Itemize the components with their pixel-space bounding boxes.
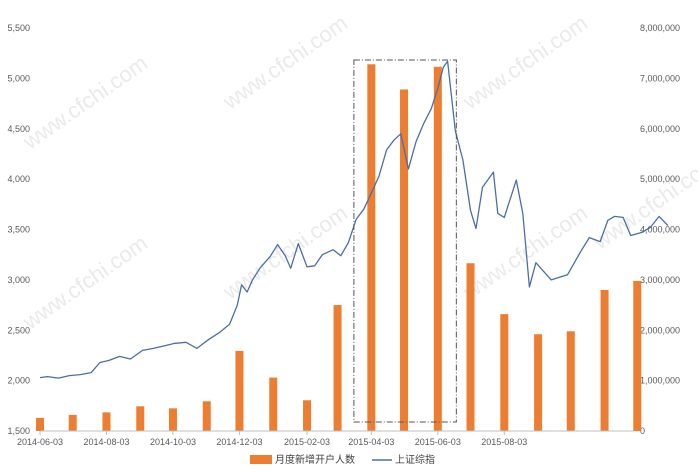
bar <box>400 89 409 432</box>
right-tick-label: 0 <box>640 426 645 436</box>
legend-line-label: 上证综指 <box>395 453 435 466</box>
x-tick-label: 2015-08-03 <box>481 437 527 447</box>
legend-bar-label: 月度新增开户人数 <box>275 453 355 466</box>
bar <box>202 401 211 431</box>
bar <box>566 331 575 431</box>
bar <box>36 417 44 431</box>
right-tick-label: 7,000,000 <box>640 73 680 83</box>
right-tick-label: 3,000,000 <box>640 275 680 285</box>
left-tick-label: 2,000 <box>7 376 30 386</box>
left-tick-label: 1,500 <box>7 426 30 436</box>
right-tick-label: 6,000,000 <box>640 124 680 134</box>
bar <box>367 64 376 432</box>
bar <box>600 289 609 431</box>
left-axis: 1,500 2,000 2,500 3,000 3,500 4,000 4,500 5,000… <box>7 23 30 436</box>
bar <box>500 314 509 431</box>
right-tick-label: 1,000,000 <box>640 376 680 386</box>
right-tick-label: 2,000,000 <box>640 325 680 335</box>
bar <box>269 377 278 431</box>
bar <box>333 305 342 431</box>
legend-bar-swatch <box>250 455 272 464</box>
right-tick-label: 8,000,000 <box>640 23 680 33</box>
x-tick-label: 2014-10-03 <box>150 437 196 447</box>
watermark-text: www.cfchi.com <box>458 10 592 114</box>
x-tick-label: 2015-06-03 <box>415 437 461 447</box>
left-tick-label: 3,500 <box>7 225 30 235</box>
x-tick-label: 2014-12-03 <box>216 437 262 447</box>
bar <box>102 412 111 431</box>
bar <box>303 400 312 431</box>
line-series <box>39 60 669 379</box>
right-tick-label: 4,000,000 <box>640 225 680 235</box>
x-axis: 2014-06-03 2014-08-03 2014-10-03 2014-12-03… <box>17 430 634 447</box>
watermark-text: www.cfchi.com <box>218 10 352 114</box>
left-tick-label: 5,000 <box>7 73 30 83</box>
bar <box>68 414 77 431</box>
watermark-layer: www.cfchi.com www.cfchi.com www.cfchi.com w… <box>18 10 698 334</box>
x-tick-label: 2015-02-03 <box>284 437 330 447</box>
bar <box>168 408 177 431</box>
highlight-box <box>353 59 457 423</box>
left-tick-label: 2,500 <box>7 325 30 335</box>
x-tick-label: 2014-06-03 <box>17 437 63 447</box>
bar <box>466 263 475 431</box>
bar-series <box>36 64 642 432</box>
left-tick-label: 4,500 <box>7 124 30 134</box>
bar <box>633 280 642 431</box>
watermark-text: www.cfchi.com <box>588 150 698 254</box>
x-tick-label: 2014-08-03 <box>83 437 129 447</box>
bar <box>433 66 442 431</box>
highlight-rect <box>353 59 457 423</box>
right-axis: 0 1,000,000 2,000,000 3,000,000 4,000,000 5,0… <box>640 23 680 436</box>
watermark-text: www.cfchi.com <box>18 50 152 154</box>
left-tick-label: 3,000 <box>7 275 30 285</box>
bar <box>235 350 244 431</box>
x-tick-label: 2015-04-03 <box>348 437 394 447</box>
bar <box>136 406 145 431</box>
watermark-text: www.cfchi.com <box>218 200 352 304</box>
bar <box>534 334 543 431</box>
left-tick-label: 4,000 <box>7 174 30 184</box>
watermark-text: www.cfchi.com <box>18 230 152 334</box>
index-line <box>39 60 669 379</box>
right-tick-label: 5,000,000 <box>640 174 680 184</box>
left-tick-label: 5,500 <box>7 23 30 33</box>
legend: 月度新增开户人数 上证综指 <box>250 453 435 466</box>
